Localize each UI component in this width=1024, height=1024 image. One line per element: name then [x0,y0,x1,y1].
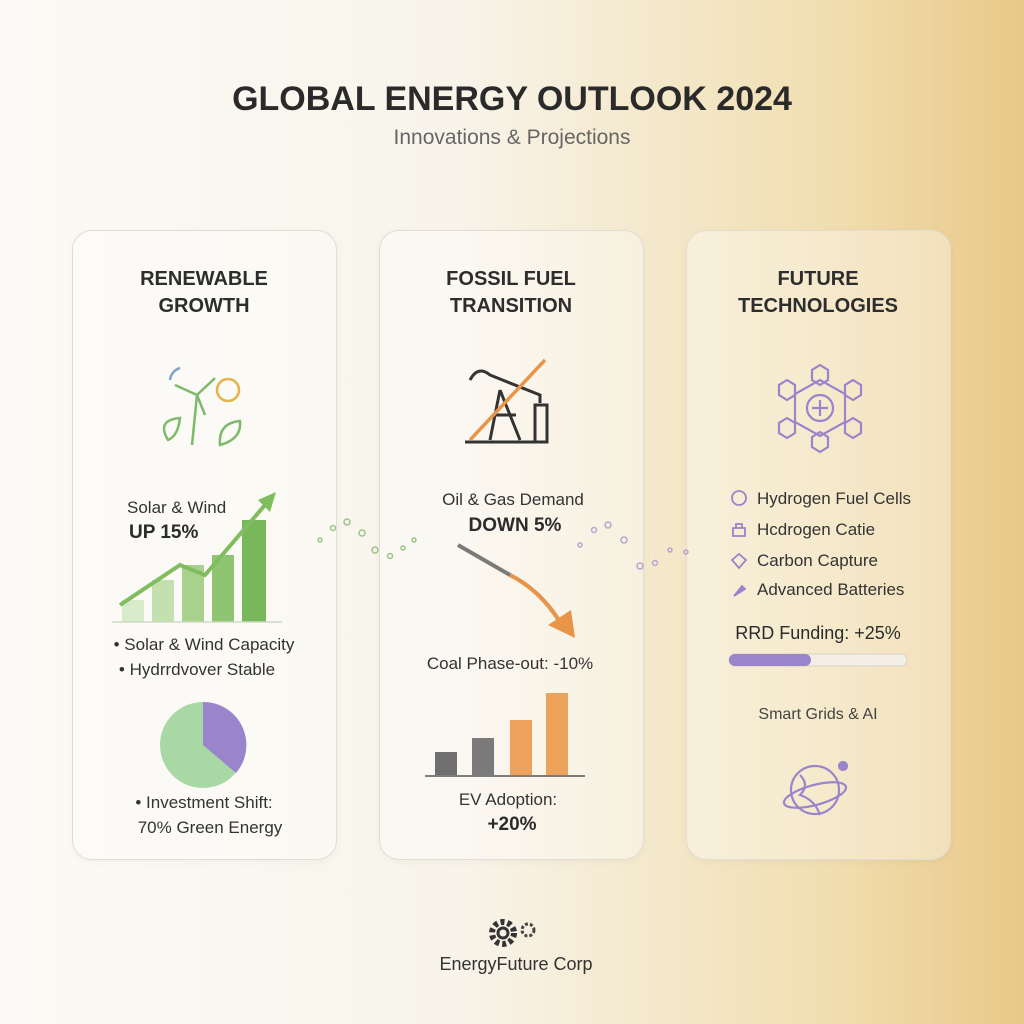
subtitle: Innovations & Projections [393,126,631,149]
progress-bar [728,653,908,667]
note: Coal Phase-out: -10% [426,654,594,673]
pie-illustration [160,701,247,788]
logo [489,919,536,947]
stat-label: Oil & Gas Demand [442,490,584,509]
globe-icon [782,760,849,816]
renewable-icon [162,366,242,447]
growth-illustration [112,492,282,623]
down-arrow [457,543,575,638]
bullet: Hydrrdvover Stable [119,660,276,680]
stat-value: UP 15% [129,522,199,543]
oil-icon [465,358,549,444]
tech-item: Carbon Capture [757,551,878,570]
footnote: 70% Green Energy [137,818,283,837]
tech-item: Hcdrogen Catie [757,520,876,539]
panel-title: GROWTH [158,295,250,317]
footnote: +20% [487,814,537,835]
title: GLOBAL ENERGY OUTLOOK 2024 [232,80,792,118]
funding: RRD Funding: +25% [735,623,901,643]
panel-title: TECHNOLOGIES [737,295,899,317]
tech-item: Hydrogen Fuel Cells [757,489,912,508]
connector [317,518,417,560]
panel [686,230,951,860]
footnote: Investment Shift: [135,793,273,813]
tech-icon [777,363,863,454]
ev-illustration [425,693,585,777]
company: EnergyFuture Corp [439,954,593,974]
connector [577,521,689,570]
bullet: Solar & Wind Capacity [114,635,294,655]
footnote: EV Adoption: [458,790,558,809]
item-icons [730,490,748,597]
panel-title: FOSSIL FUEL [446,268,576,290]
panel-title: FUTURE [777,268,859,290]
panel-title: TRANSITION [449,295,573,317]
tech-item: Advanced Batteries [757,580,905,599]
stat-label: Solar & Wind [127,498,227,517]
stat-value: DOWN 5% [468,515,562,536]
note: Smart Grids & AI [758,706,878,723]
panel-title: RENEWABLE [140,268,268,290]
